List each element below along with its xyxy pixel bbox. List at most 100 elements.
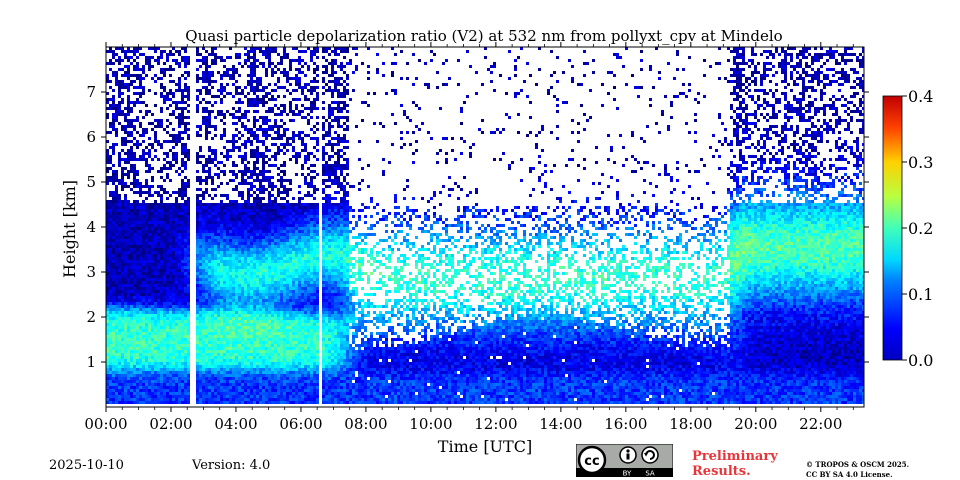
heatmap-cell bbox=[175, 266, 178, 269]
heatmap-cell bbox=[181, 347, 184, 350]
heatmap-cell bbox=[121, 386, 124, 389]
heatmap-cell bbox=[184, 296, 187, 299]
heatmap-cell bbox=[268, 224, 271, 227]
heatmap-cell bbox=[166, 311, 169, 314]
heatmap-cell bbox=[154, 314, 157, 317]
heatmap-cell bbox=[133, 341, 136, 344]
heatmap-cell bbox=[268, 365, 271, 368]
heatmap-cell bbox=[205, 305, 208, 308]
heatmap-cell bbox=[154, 335, 157, 338]
heatmap-cell bbox=[226, 287, 229, 290]
heatmap-cell bbox=[250, 152, 253, 155]
heatmap-cell bbox=[157, 185, 160, 188]
heatmap-cell bbox=[196, 356, 199, 359]
heatmap-cell bbox=[202, 332, 205, 335]
heatmap-cell bbox=[232, 392, 235, 395]
heatmap-cell bbox=[175, 143, 178, 146]
heatmap-cell bbox=[196, 398, 199, 401]
heatmap-cell bbox=[172, 152, 175, 155]
heatmap-cell bbox=[148, 314, 151, 317]
heatmap-cell bbox=[145, 299, 148, 302]
heatmap-cell bbox=[268, 320, 271, 323]
heatmap-cell bbox=[187, 233, 190, 236]
heatmap-cell bbox=[115, 128, 118, 131]
heatmap-cell bbox=[259, 152, 262, 155]
heatmap-cell bbox=[121, 86, 124, 89]
heatmap-cell bbox=[250, 215, 253, 218]
heatmap-cell bbox=[181, 215, 184, 218]
heatmap-cell bbox=[238, 110, 241, 113]
heatmap-cell bbox=[169, 209, 172, 212]
heatmap-cell bbox=[154, 257, 157, 260]
heatmap-cell bbox=[238, 236, 241, 239]
heatmap-cell bbox=[139, 371, 142, 374]
heatmap-cell bbox=[157, 158, 160, 161]
heatmap-cell bbox=[202, 374, 205, 377]
heatmap-cell bbox=[250, 143, 253, 146]
heatmap-cell bbox=[256, 308, 259, 311]
heatmap-cell bbox=[232, 173, 235, 176]
heatmap-cell bbox=[151, 293, 154, 296]
heatmap-cell bbox=[184, 347, 187, 350]
heatmap-cell bbox=[124, 356, 127, 359]
heatmap-cell bbox=[202, 257, 205, 260]
heatmap-cell bbox=[211, 347, 214, 350]
heatmap-cell bbox=[154, 293, 157, 296]
heatmap-cell bbox=[208, 89, 211, 92]
heatmap-cell bbox=[232, 386, 235, 389]
heatmap-cell bbox=[217, 176, 220, 179]
heatmap-cell bbox=[208, 218, 211, 221]
heatmap-cell bbox=[259, 230, 262, 233]
heatmap-cell bbox=[130, 269, 133, 272]
heatmap-cell bbox=[217, 110, 220, 113]
heatmap-cell bbox=[109, 227, 112, 230]
heatmap-cell bbox=[124, 143, 127, 146]
heatmap-cell bbox=[184, 371, 187, 374]
heatmap-cell bbox=[148, 275, 151, 278]
heatmap-cell bbox=[184, 362, 187, 365]
heatmap-cell bbox=[163, 377, 166, 380]
heatmap-cell bbox=[109, 263, 112, 266]
heatmap-cell bbox=[241, 389, 244, 392]
heatmap-cell bbox=[238, 314, 241, 317]
heatmap-cell bbox=[241, 101, 244, 104]
heatmap-cell bbox=[112, 152, 115, 155]
heatmap-cell bbox=[112, 230, 115, 233]
heatmap-cell bbox=[175, 392, 178, 395]
heatmap-cell bbox=[139, 320, 142, 323]
heatmap-cell bbox=[229, 371, 232, 374]
heatmap-cell bbox=[199, 125, 202, 128]
heatmap-cell bbox=[262, 122, 265, 125]
heatmap-cell bbox=[235, 314, 238, 317]
heatmap-cell bbox=[205, 119, 208, 122]
heatmap-cell bbox=[253, 167, 256, 170]
heatmap-cell bbox=[142, 260, 145, 263]
heatmap-cell bbox=[151, 320, 154, 323]
heatmap-cell bbox=[157, 338, 160, 341]
heatmap-cell bbox=[274, 185, 277, 188]
heatmap-cell bbox=[274, 299, 277, 302]
heatmap-cell bbox=[226, 251, 229, 254]
heatmap-cell bbox=[124, 260, 127, 263]
heatmap-cell bbox=[241, 122, 244, 125]
heatmap-cell bbox=[202, 47, 205, 50]
heatmap-cell bbox=[196, 200, 199, 203]
heatmap-cell bbox=[148, 329, 151, 332]
heatmap-cell bbox=[112, 374, 115, 377]
heatmap-cell bbox=[184, 209, 187, 212]
heatmap-cell bbox=[178, 383, 181, 386]
heatmap-cell bbox=[139, 221, 142, 224]
heatmap-cell bbox=[208, 401, 211, 404]
heatmap-cell bbox=[124, 371, 127, 374]
heatmap-cell bbox=[238, 242, 241, 245]
heatmap-cell bbox=[268, 158, 271, 161]
heatmap-cell bbox=[253, 245, 256, 248]
heatmap-cell bbox=[259, 50, 262, 53]
heatmap-cell bbox=[256, 248, 259, 251]
heatmap-cell bbox=[106, 347, 109, 350]
heatmap-cell bbox=[106, 305, 109, 308]
heatmap-cell bbox=[262, 338, 265, 341]
heatmap-cell bbox=[151, 389, 154, 392]
heatmap-cell bbox=[121, 353, 124, 356]
heatmap-cell bbox=[268, 191, 271, 194]
